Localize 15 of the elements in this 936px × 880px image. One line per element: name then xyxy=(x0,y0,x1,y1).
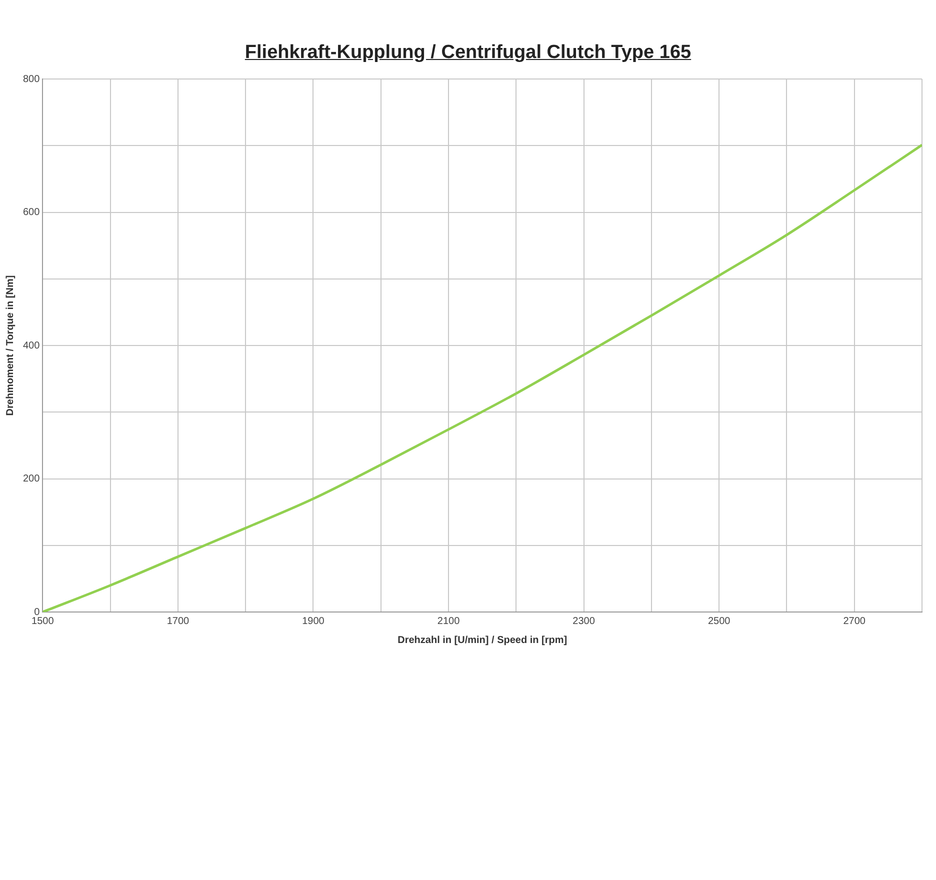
y-tick-label: 600 xyxy=(22,207,40,218)
chart-title: Fliehkraft-Kupplung / Centrifugal Clutch Type 165 xyxy=(244,42,692,64)
y-axis-title: Drehmoment / Torque in [Nm] xyxy=(4,275,16,416)
x-tick-label: 1500 xyxy=(32,616,54,627)
x-tick-label: 2500 xyxy=(708,616,731,627)
y-tick-label: 400 xyxy=(22,340,40,352)
x-tick-label: 1700 xyxy=(166,616,190,627)
x-tick-label: 2100 xyxy=(437,616,460,627)
x-tick-label: 2700 xyxy=(843,616,866,627)
x-tick-label: 2300 xyxy=(572,616,596,627)
x-tick-label: 1900 xyxy=(302,616,325,627)
y-tick-label: 0 xyxy=(34,606,40,618)
x-axis-title: Drehzahl in [U/min] / Speed in [rpm] xyxy=(398,634,568,646)
y-tick-label: 800 xyxy=(22,74,40,85)
y-tick-label: 200 xyxy=(22,474,40,484)
